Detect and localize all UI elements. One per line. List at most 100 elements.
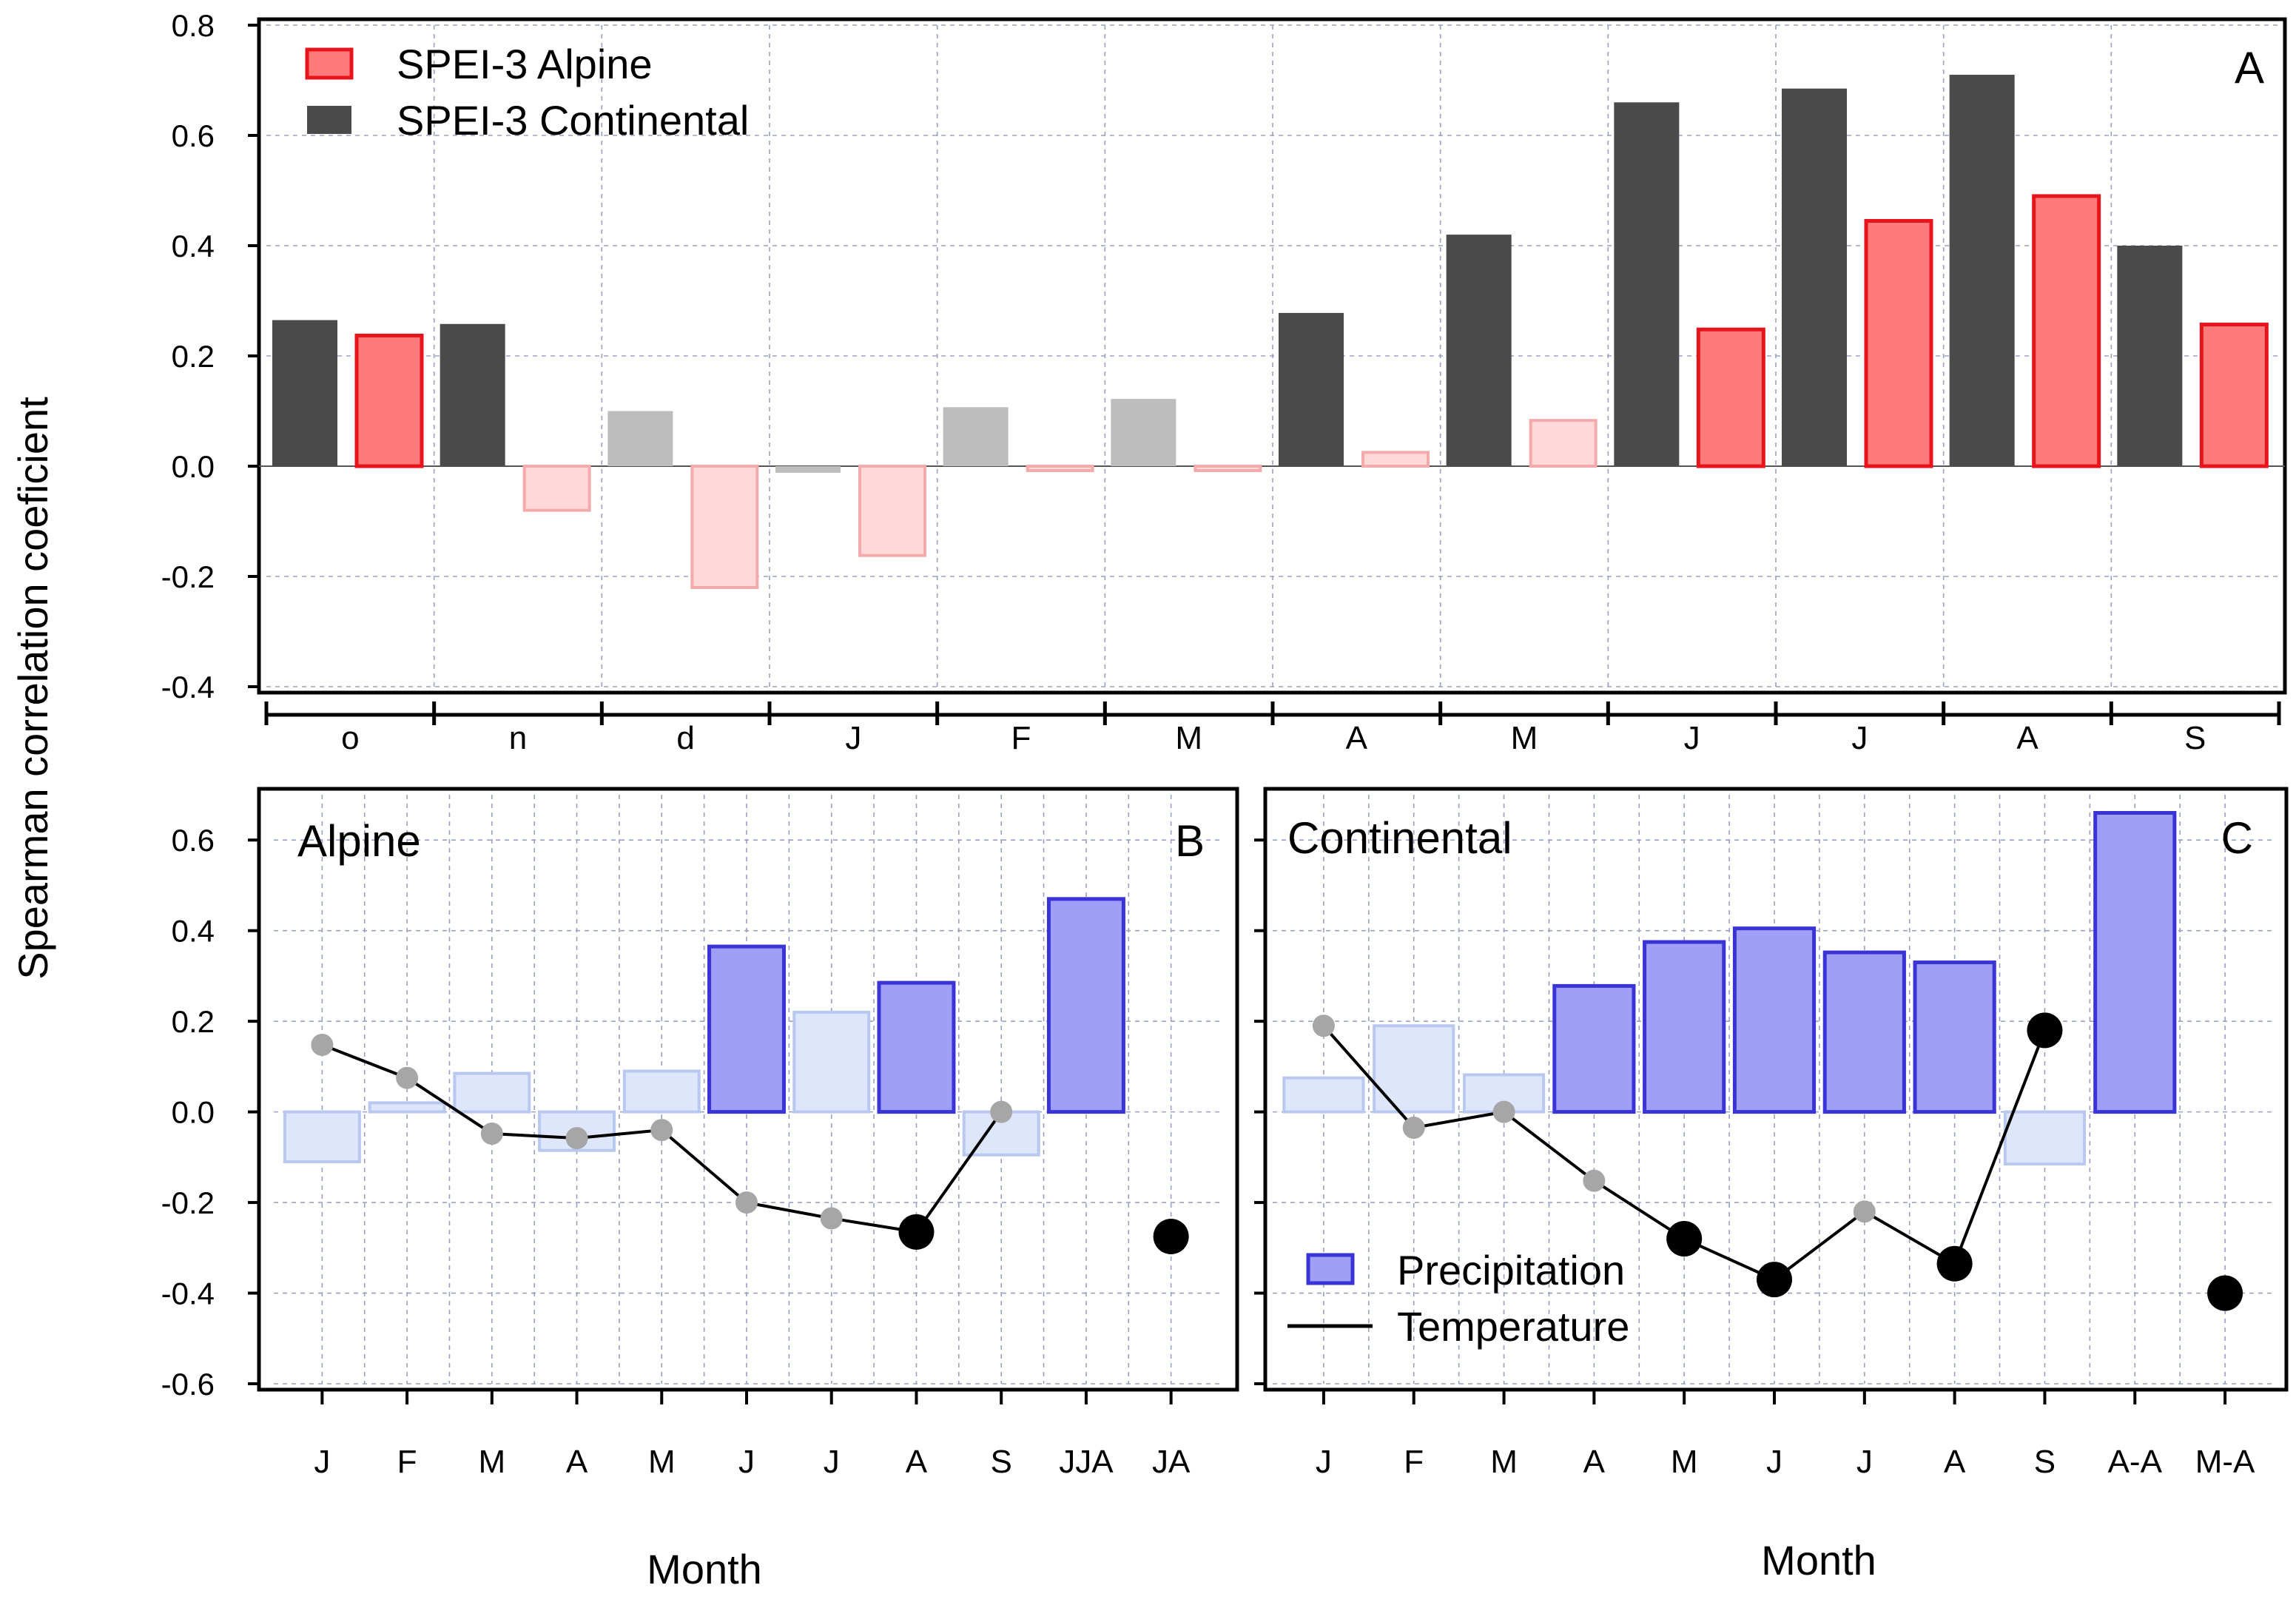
panel-c-title: Continental xyxy=(1287,813,1512,863)
x-tick-label: A xyxy=(906,1444,928,1480)
x-tick-label: M xyxy=(648,1444,676,1480)
x-tick-label: JJA xyxy=(1059,1444,1114,1480)
x-tick-label: J xyxy=(314,1444,330,1480)
x-tick-label: S xyxy=(2034,1444,2056,1480)
panel-a-y-ticks: 0.8 0.6 0.4 0.2 0.0 -0.2 -0.4 xyxy=(161,8,259,704)
y-tick-label: 0.4 xyxy=(172,229,215,263)
panel-a-legend: SPEI-3 Alpine SPEI-3 Continental xyxy=(305,41,749,144)
temperature-point xyxy=(480,1123,503,1145)
bar-precipitation xyxy=(1913,960,1996,1114)
panel-b-y-ticks: 0.6 0.4 0.2 0.0 -0.2 -0.4 -0.6 xyxy=(161,823,259,1402)
bar-spei-alpine xyxy=(690,465,759,589)
x-tick-label: J xyxy=(824,1444,840,1480)
y-tick-label: -0.4 xyxy=(161,1276,215,1311)
panel-c-legend: Precipitation Temperature xyxy=(1287,1247,1629,1350)
temperature-point xyxy=(565,1127,588,1150)
temperature-point xyxy=(311,1033,334,1056)
bar-spei-alpine xyxy=(1864,218,1933,468)
bar-precipitation xyxy=(1643,940,1726,1114)
bar-spei-alpine xyxy=(2199,323,2269,468)
temperature-point xyxy=(1153,1219,1189,1254)
panel-c-temperature-line xyxy=(1312,1012,2243,1311)
bar-precipitation xyxy=(283,1110,361,1163)
x-tick-label: J xyxy=(1316,1444,1332,1480)
panel-b: 0.60.40.20.0-0.2-0.4-0.6 J F M A M J J A S JJA JA … xyxy=(161,787,1239,1592)
bar-spei-continental xyxy=(1446,235,1512,466)
x-tick-label: F xyxy=(1404,1444,1424,1480)
panel-a-bars xyxy=(272,75,2269,589)
y-tick-label: 0.0 xyxy=(172,449,215,484)
x-tick-label: M xyxy=(1175,720,1202,756)
temperature-point xyxy=(1312,1015,1335,1037)
temperature-point xyxy=(898,1214,935,1250)
temperature-point xyxy=(2027,1012,2063,1049)
legend-swatch-spei-alpine xyxy=(305,47,354,80)
legend-label-precipitation: Precipitation xyxy=(1397,1247,1625,1293)
bar-precipitation xyxy=(877,980,956,1114)
temperature-point xyxy=(650,1119,673,1142)
x-tick-label: J xyxy=(1851,720,1868,756)
panel-b-label: B xyxy=(1175,816,1205,866)
bar-precipitation xyxy=(1373,1024,1455,1114)
bar-precipitation xyxy=(1822,950,1906,1114)
temperature-point xyxy=(1757,1262,1792,1298)
legend-label-spei-alpine: SPEI-3 Alpine xyxy=(397,41,653,87)
bar-spei-continental xyxy=(272,320,337,466)
temperature-point xyxy=(1853,1200,1876,1223)
bar-spei-continental xyxy=(1782,88,1847,467)
bar-spei-alpine xyxy=(858,465,926,557)
x-tick-label: J xyxy=(1684,720,1700,756)
temperature-point xyxy=(1402,1117,1425,1140)
bar-spei-continental xyxy=(440,323,505,466)
bar-precipitation xyxy=(1552,983,1636,1114)
x-tick-label: M xyxy=(478,1444,505,1480)
bar-precipitation xyxy=(453,1071,531,1114)
panel-a-label: A xyxy=(2235,43,2264,92)
y-tick-label: 0.6 xyxy=(172,118,215,153)
temperature-point xyxy=(820,1207,843,1230)
panel-a: 0.8 0.6 0.4 0.2 0.0 -0.2 -0.4 o n d J F M A M J J A S SPE… xyxy=(161,8,2287,756)
panel-c-x-axis: J F M A M J J A S A-A M-A xyxy=(1316,1390,2255,1480)
y-tick-label: -0.2 xyxy=(161,1185,215,1220)
bar-spei-alpine xyxy=(522,465,591,512)
y-tick-label: -0.4 xyxy=(161,670,215,704)
panel-c: J F M A M J J A S A-A M-A Continental C Precipitat… xyxy=(1254,787,2289,1584)
y-tick-label: 0.2 xyxy=(172,1004,215,1039)
x-tick-label: J xyxy=(738,1444,755,1480)
bar-precipitation xyxy=(1282,1076,1365,1114)
temperature-point xyxy=(396,1066,419,1089)
bar-precipitation xyxy=(2093,810,2177,1114)
panel-b-x-axis-label: Month xyxy=(647,1546,762,1592)
panel-a-grid xyxy=(259,24,2285,687)
panel-c-x-axis-label: Month xyxy=(1761,1537,1876,1584)
x-tick-label: d xyxy=(676,720,694,756)
panel-c-bars xyxy=(1282,810,2177,1166)
bar-spei-alpine xyxy=(1194,465,1262,472)
y-tick-label: -0.6 xyxy=(161,1367,215,1402)
temperature-point xyxy=(1666,1221,1703,1257)
y-tick-label: 0.0 xyxy=(172,1095,215,1130)
bar-spei-continental xyxy=(775,466,841,473)
legend-label-spei-continental: SPEI-3 Continental xyxy=(397,97,749,144)
bar-precipitation xyxy=(707,944,786,1114)
legend-swatch-spei-continental xyxy=(307,106,351,134)
bar-spei-continental xyxy=(943,407,1009,466)
panel-b-title: Alpine xyxy=(297,816,421,866)
x-tick-label: A-A xyxy=(2108,1444,2163,1480)
bar-spei-continental xyxy=(1279,312,1344,466)
y-axis-label: Spearman correlation coeficient xyxy=(10,397,56,980)
temperature-point xyxy=(735,1191,758,1214)
legend-swatch-precipitation xyxy=(1306,1253,1355,1285)
temperature-point xyxy=(990,1100,1013,1123)
x-tick-label: S xyxy=(2184,720,2206,756)
x-tick-label: M xyxy=(1671,1444,1698,1480)
bar-spei-alpine xyxy=(1696,327,1765,468)
bar-precipitation xyxy=(368,1101,446,1114)
y-tick-label: 0.6 xyxy=(172,823,215,858)
x-tick-label: JA xyxy=(1152,1444,1191,1480)
x-tick-label: J xyxy=(1766,1444,1782,1480)
bar-spei-alpine xyxy=(2032,194,2101,468)
panel-b-temperature-line xyxy=(311,1033,1189,1254)
bar-precipitation xyxy=(2003,1110,2087,1166)
bar-spei-alpine xyxy=(354,333,424,468)
